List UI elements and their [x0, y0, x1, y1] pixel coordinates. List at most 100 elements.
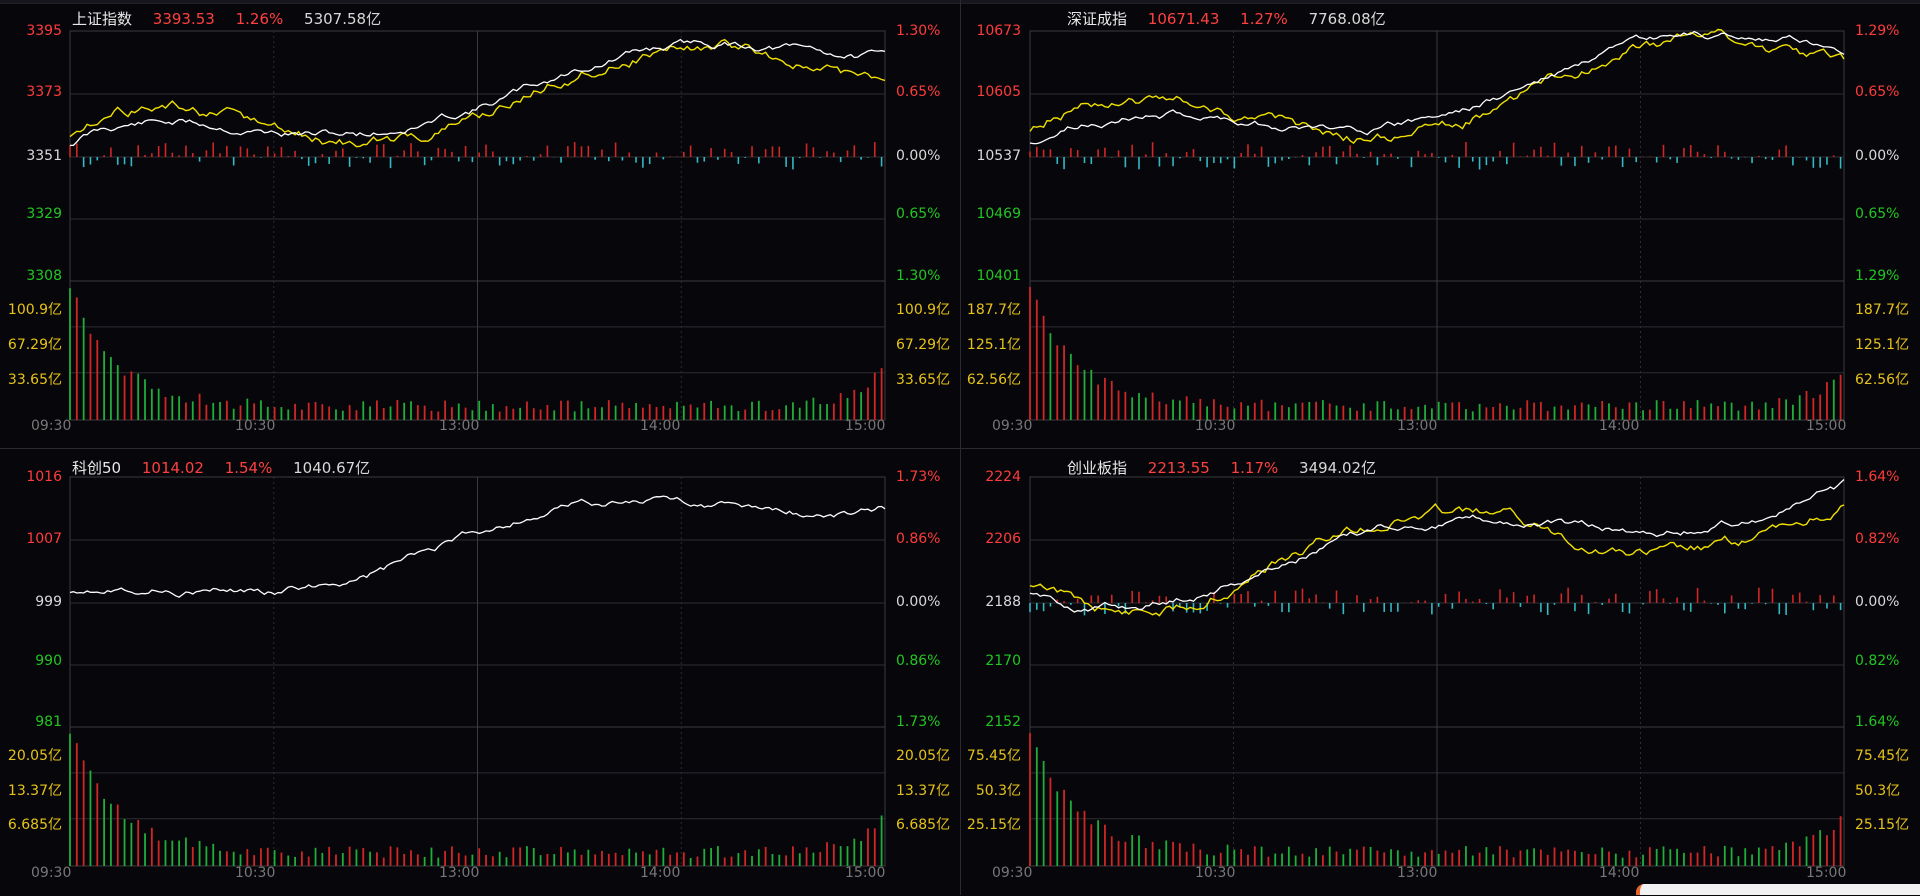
index-change: 1.54%: [224, 459, 273, 477]
index-name: 科创50: [72, 459, 122, 477]
time-tick: 15:00: [845, 865, 886, 881]
time-tick: 09:30: [31, 418, 72, 434]
price-tick: 2206: [985, 531, 1021, 547]
index-price: 1014.02: [141, 459, 204, 477]
volume-tick: 50.3亿: [975, 783, 1021, 799]
volume-tick: 6.685亿: [896, 817, 951, 833]
pct-tick: 0.86%: [896, 653, 941, 669]
time-tick: 09:30: [31, 865, 72, 881]
price-tick: 2188: [985, 594, 1021, 610]
time-tick: 14:00: [1599, 865, 1640, 881]
price-tick: 981: [35, 714, 62, 730]
pct-tick: 0.82%: [1855, 653, 1900, 669]
pct-tick: 0.86%: [896, 531, 941, 547]
time-tick: 13:00: [439, 865, 480, 881]
price-tick: 2152: [985, 714, 1021, 730]
pct-tick: 1.30%: [896, 23, 941, 39]
time-tick: 10:30: [1195, 418, 1236, 434]
volume-tick: 125.1亿: [1855, 337, 1910, 353]
time-tick: 14:00: [1599, 418, 1640, 434]
pct-tick: 1.73%: [896, 469, 941, 485]
chart-svg[interactable]: [961, 0, 1920, 447]
index-turnover: 7768.08亿: [1308, 10, 1386, 28]
panel-header: 上证指数 3393.53 1.26% 5307.58亿: [72, 8, 972, 30]
vertical-divider: [960, 0, 961, 895]
volume-tick: 187.7亿: [966, 302, 1021, 318]
panel-sh[interactable]: 上证指数 3393.53 1.26% 5307.58亿 3395 3373 33…: [0, 0, 959, 447]
price-line: [69, 38, 886, 147]
index-change: 1.17%: [1230, 459, 1279, 477]
volume-tick: 75.45亿: [966, 748, 1021, 764]
pct-tick: 1.30%: [896, 268, 941, 284]
volume-tick: 6.685亿: [7, 817, 62, 833]
price-tick: 1016: [26, 469, 62, 485]
index-name: 创业板指: [1067, 459, 1128, 477]
panel-kc[interactable]: 科创50 1014.02 1.54% 1040.67亿 1016 1007 99…: [0, 449, 959, 896]
time-tick: 13:00: [1397, 865, 1438, 881]
volume-tick: 33.65亿: [7, 372, 62, 388]
volume-tick: 187.7亿: [1855, 302, 1910, 318]
price-tick: 999: [35, 594, 62, 610]
price-tick: 3308: [26, 268, 62, 284]
index-price: 2213.55: [1147, 459, 1210, 477]
price-tick: 10537: [976, 148, 1021, 164]
price-tick: 10401: [976, 268, 1021, 284]
pct-tick: 0.65%: [1855, 84, 1900, 100]
pct-tick: 0.65%: [1855, 206, 1900, 222]
time-tick: 10:30: [235, 418, 276, 434]
price-tick: 3373: [26, 84, 62, 100]
time-tick: 15:00: [1806, 418, 1847, 434]
price-tick: 1007: [26, 531, 62, 547]
volume-tick: 20.05亿: [7, 748, 62, 764]
price-tick: 3351: [26, 148, 62, 164]
volume-tick: 33.65亿: [896, 372, 951, 388]
chart-svg[interactable]: [0, 449, 959, 896]
volume-tick: 67.29亿: [896, 337, 951, 353]
chart-svg[interactable]: [0, 0, 959, 447]
volume-tick: 13.37亿: [896, 783, 951, 799]
volume-tick: 62.56亿: [1855, 372, 1910, 388]
index-price: 10671.43: [1147, 10, 1220, 28]
panel-header: 科创50 1014.02 1.54% 1040.67亿: [72, 457, 972, 479]
time-tick: 14:00: [640, 865, 681, 881]
index-price: 3393.53: [152, 10, 215, 28]
pct-tick: 1.29%: [1855, 268, 1900, 284]
time-tick: 09:30: [992, 418, 1033, 434]
pct-tick: 0.00%: [1855, 148, 1900, 164]
price-tick: 3395: [26, 23, 62, 39]
pct-tick: 1.64%: [1855, 469, 1900, 485]
avg-price-line: [1029, 28, 1845, 145]
avg-price-line: [69, 38, 886, 148]
volume-tick: 67.29亿: [7, 337, 62, 353]
pct-tick: 0.65%: [896, 206, 941, 222]
avg-price-line: [1029, 503, 1845, 617]
time-tick: 13:00: [1397, 418, 1438, 434]
time-tick: 09:30: [992, 865, 1033, 881]
horizontal-divider: [0, 448, 1920, 449]
chart-svg[interactable]: [961, 449, 1920, 896]
pct-tick: 0.00%: [896, 594, 941, 610]
panel-cy[interactable]: 创业板指 2213.55 1.17% 3494.02亿 2224 2206 21…: [961, 449, 1920, 896]
panel-sz[interactable]: 深证成指 10671.43 1.27% 7768.08亿 10673 10605…: [961, 0, 1920, 447]
pct-tick: 1.73%: [896, 714, 941, 730]
panel-header: 创业板指 2213.55 1.17% 3494.02亿: [1067, 457, 1920, 479]
pct-tick: 0.82%: [1855, 531, 1900, 547]
index-turnover: 3494.02亿: [1299, 459, 1377, 477]
time-tick: 15:00: [1806, 865, 1847, 881]
volume-tick: 100.9亿: [7, 302, 62, 318]
volume-tick: 100.9亿: [896, 302, 951, 318]
floating-widget-tab[interactable]: [1636, 884, 1920, 895]
volume-tick: 62.56亿: [966, 372, 1021, 388]
volume-tick: 20.05亿: [896, 748, 951, 764]
pct-tick: 0.00%: [1855, 594, 1900, 610]
time-tick: 10:30: [1195, 865, 1236, 881]
index-change: 1.26%: [235, 10, 284, 28]
price-tick: 10605: [976, 84, 1021, 100]
volume-tick: 75.45亿: [1855, 748, 1910, 764]
pct-tick: 0.00%: [896, 148, 941, 164]
volume-tick: 25.15亿: [966, 817, 1021, 833]
index-change: 1.27%: [1240, 10, 1288, 28]
index-name: 深证成指: [1067, 10, 1128, 28]
price-tick: 10673: [976, 23, 1021, 39]
